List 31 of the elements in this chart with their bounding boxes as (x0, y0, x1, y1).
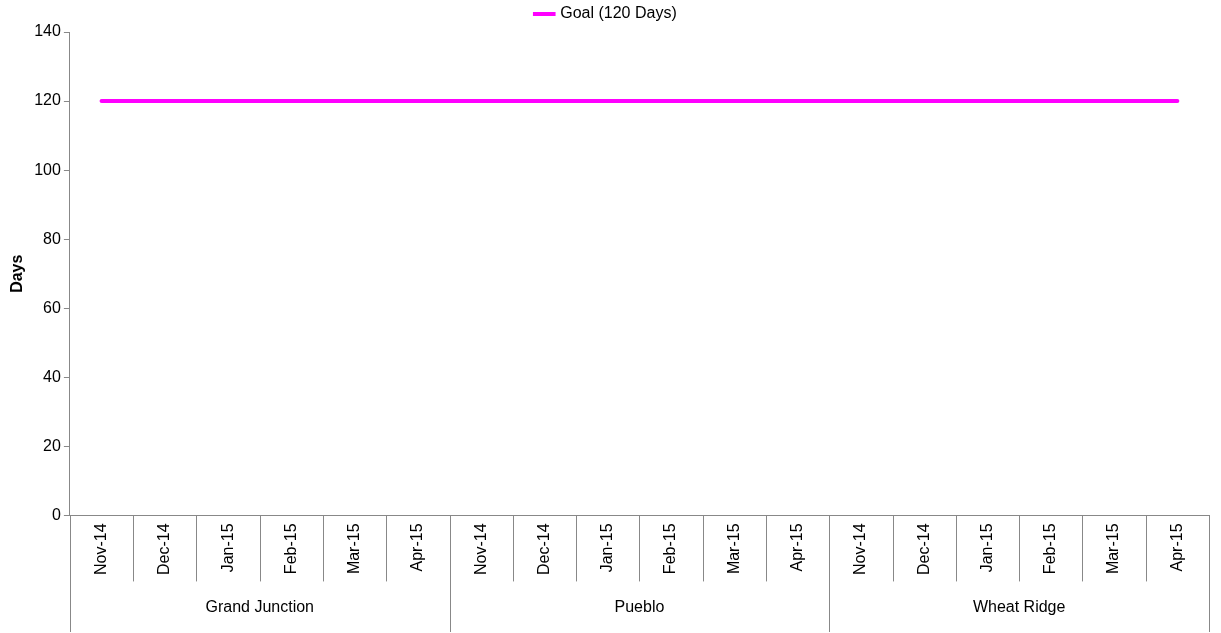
y-tick-label: 140 (34, 22, 61, 40)
x-tick-label: Feb-15 (281, 523, 299, 575)
y-tick-label: 20 (43, 436, 61, 454)
y-tick-label: 0 (51, 505, 61, 523)
y-tick-label: 100 (34, 160, 61, 178)
x-tick-label: Apr-15 (788, 523, 806, 572)
legend-label: Goal (120 Days) (560, 4, 677, 22)
x-tick-label: Jan-15 (598, 523, 616, 573)
x-tick-label: Feb-15 (661, 523, 679, 575)
text: Grand Junction (205, 598, 314, 616)
x-tick-label: Nov-14 (91, 523, 109, 575)
x-tick-label: Mar-15 (724, 523, 742, 575)
y-tick-label: 80 (43, 229, 61, 247)
y-tick-label: 40 (43, 367, 61, 385)
x-tick-label: Jan-15 (977, 523, 995, 573)
y-tick-label: 120 (34, 91, 61, 109)
x-tick-label: Apr-15 (408, 523, 426, 572)
y-axis-title: Days (8, 254, 26, 293)
x-tick-label: Mar-15 (345, 523, 363, 575)
x-tick-label: Feb-15 (1041, 523, 1059, 575)
y-tick-label: 60 (43, 298, 61, 316)
x-tick-label: Jan-15 (218, 523, 236, 573)
x-tick-label: Mar-15 (1104, 523, 1122, 575)
text: Pueblo (614, 598, 665, 616)
x-tick-label: Dec-14 (914, 523, 932, 575)
text: Wheat Ridge (972, 598, 1066, 616)
x-tick-label: Apr-15 (1167, 523, 1185, 572)
x-tick-label: Nov-14 (851, 523, 869, 575)
x-tick-label: Dec-14 (155, 523, 173, 575)
x-tick-label: Dec-14 (534, 523, 552, 575)
x-tick-label: Nov-14 (471, 523, 489, 575)
